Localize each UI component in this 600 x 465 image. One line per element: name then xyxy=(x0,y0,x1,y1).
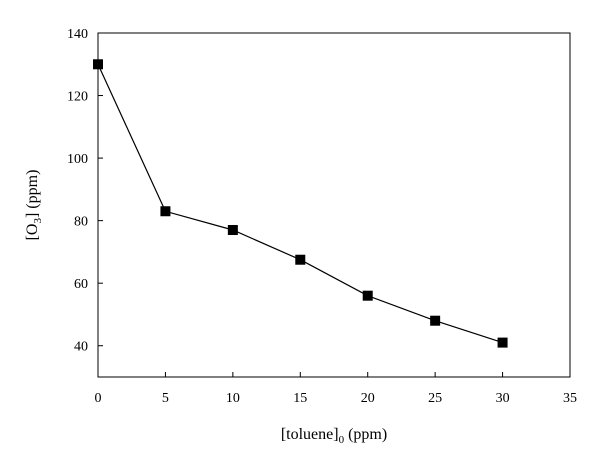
y-tick-label: 80 xyxy=(74,215,88,230)
x-tick-label: 15 xyxy=(293,391,307,406)
y-axis: 40 60 80 100 120 140 xyxy=(67,27,103,355)
x-tick-label: 20 xyxy=(361,391,375,406)
data-point xyxy=(227,225,238,236)
x-axis: 0 5 10 15 20 25 30 35 xyxy=(95,372,577,406)
x-axis-title: [toluene]0 (ppm) xyxy=(281,426,387,446)
x-tick-label: 35 xyxy=(563,391,577,406)
y-tick-label: 140 xyxy=(67,27,88,42)
y-tick-label: 40 xyxy=(74,340,88,355)
x-tick-label: 25 xyxy=(428,391,442,406)
data-point xyxy=(430,315,441,326)
y-axis-title: [O3] (ppm) xyxy=(24,170,44,241)
data-point xyxy=(497,337,508,348)
x-tick-label: 0 xyxy=(95,391,102,406)
x-tick-label: 30 xyxy=(496,391,510,406)
x-tick-label: 5 xyxy=(162,391,169,406)
data-point xyxy=(93,59,103,70)
series-points xyxy=(93,59,508,348)
series-line xyxy=(97,64,503,344)
y-tick-label: 60 xyxy=(74,277,88,292)
plot-frame xyxy=(97,32,571,378)
data-point xyxy=(160,206,171,217)
x-tick-label: 10 xyxy=(226,391,240,406)
data-point xyxy=(362,290,373,301)
y-tick-label: 100 xyxy=(67,152,88,167)
y-tick-label: 120 xyxy=(67,90,88,105)
data-point xyxy=(295,254,306,265)
